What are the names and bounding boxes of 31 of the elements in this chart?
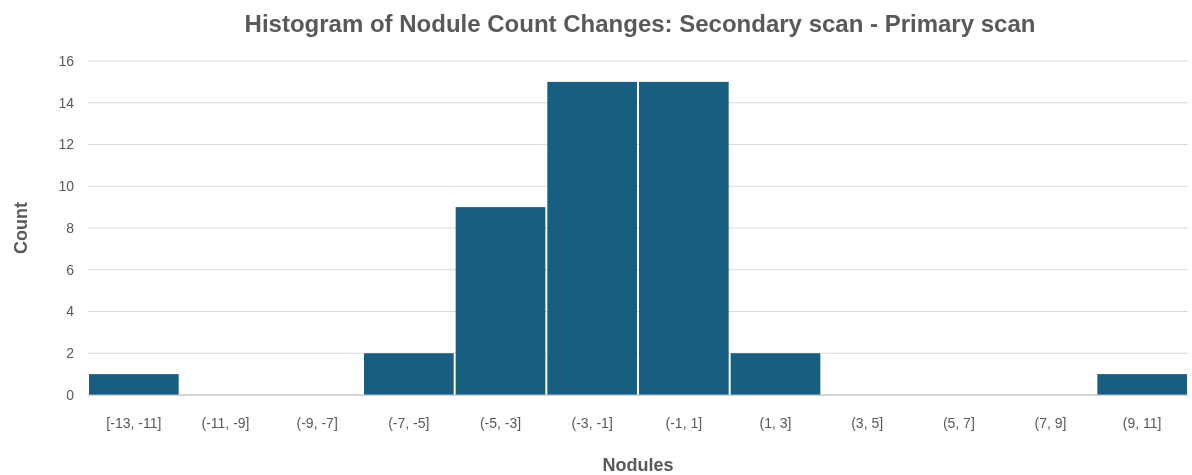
chart-title: Histogram of Nodule Count Changes: Secondary scan - Primary scan — [244, 10, 1036, 37]
x-tick-label: (9, 11] — [1122, 415, 1162, 431]
x-tick-label: (3, 5] — [851, 415, 884, 431]
y-tick-label: 6 — [66, 261, 75, 278]
y-axis-title: Count — [11, 202, 31, 254]
x-tick-label: [-13, -11] — [106, 415, 162, 431]
bar — [364, 353, 454, 395]
x-tick-label: (-3, -1] — [571, 415, 613, 431]
bar — [639, 81, 729, 395]
y-tick-label: 8 — [66, 219, 75, 236]
y-tick-label: 0 — [66, 386, 75, 403]
x-tick-label: (1, 3] — [759, 415, 792, 431]
y-tick-label: 12 — [58, 136, 75, 153]
x-tick-label: (-11, -9] — [201, 415, 250, 431]
y-tick-label: 16 — [58, 52, 75, 69]
bar — [455, 207, 546, 395]
y-tick-label: 2 — [66, 345, 75, 362]
x-tick-label: (-7, -5] — [388, 415, 430, 431]
x-tick-label: (5, 7] — [942, 415, 975, 431]
y-tick-label: 4 — [66, 303, 75, 320]
bar — [730, 353, 821, 395]
y-tick-label: 14 — [58, 94, 75, 111]
y-tick-label: 10 — [58, 178, 75, 195]
x-tick-label: (-9, -7] — [296, 415, 338, 431]
bar — [1097, 374, 1187, 395]
x-tick-label: (-5, -3] — [479, 415, 522, 431]
x-tick-label: (-1, 1] — [665, 415, 703, 431]
x-axis-title: Nodules — [602, 455, 674, 475]
bar — [89, 374, 179, 395]
bar — [547, 81, 637, 395]
x-tick-label: (7, 9] — [1034, 415, 1067, 431]
